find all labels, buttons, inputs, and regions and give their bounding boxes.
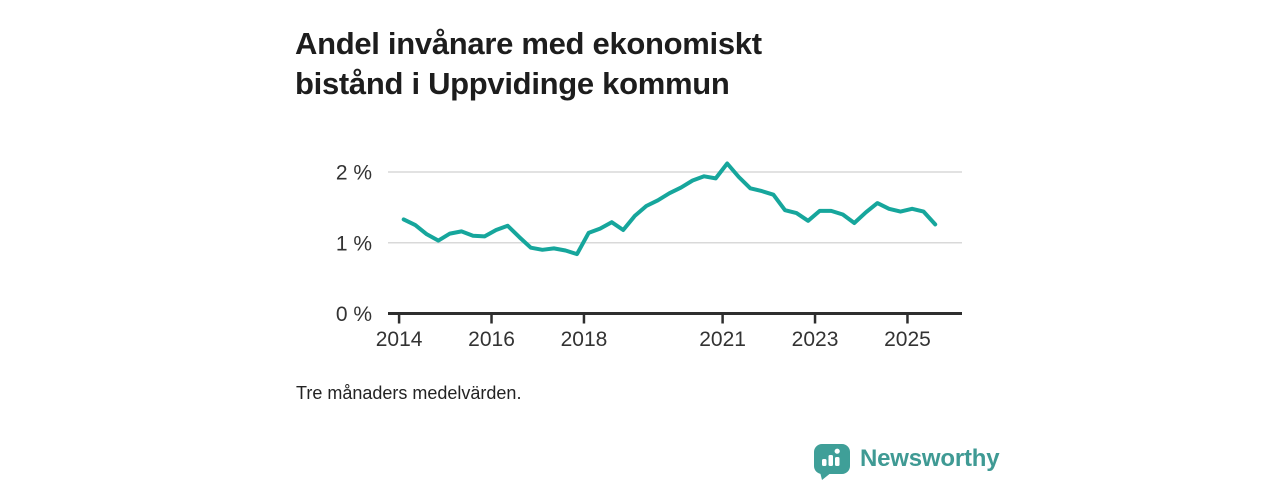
x-tick-label: 2025 — [884, 328, 931, 351]
newsworthy-logo: Newsworthy — [813, 443, 1000, 480]
x-tick-label: 2014 — [376, 328, 423, 351]
logo-bar-medium — [828, 455, 833, 466]
x-tick-label: 2021 — [699, 328, 746, 351]
y-tick-label: 0 % — [336, 303, 372, 326]
newsworthy-wordmark: Newsworthy — [860, 445, 1000, 472]
logo-bar-tall — [835, 457, 840, 466]
data-line — [401, 161, 938, 257]
x-tick-label: 2023 — [792, 328, 839, 351]
logo-bar-short — [822, 459, 827, 466]
x-tick-label: 2018 — [561, 328, 608, 351]
y-tick-label: 1 % — [336, 232, 372, 255]
x-tick-label: 2016 — [468, 328, 515, 351]
chart-title: Andel invånare med ekonomiskt bistånd i … — [295, 25, 762, 101]
logo-exclamation-dot — [834, 448, 840, 454]
newsworthy-logo-icon — [814, 444, 850, 480]
y-tick-label: 2 % — [336, 162, 372, 185]
chart-footnote: Tre månaders medelvärden. — [296, 383, 522, 403]
